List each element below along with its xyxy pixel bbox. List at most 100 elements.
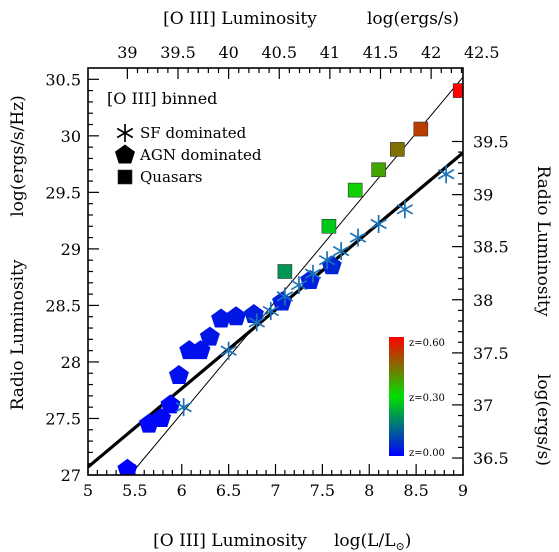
x-axis-title: [O III] Luminosity: [153, 531, 307, 551]
legend-square-mark: [117, 169, 133, 185]
axis-tick-labels: 5 5.5 6 6.5 7 7.5 8 8.5 9 27 27.5 28 28.5 29 29.5 30 30.…: [45, 43, 508, 500]
asterisk-point: [304, 264, 322, 283]
y-tick-label: 28: [61, 353, 81, 372]
top-tick-label: 40.5: [261, 43, 297, 62]
asterisk-point: [175, 398, 192, 417]
colorbar-label-bottom: z=0.00: [409, 448, 445, 459]
asterisk-point: [248, 313, 265, 332]
right-tick-label: 37: [473, 396, 493, 415]
asterisk-point: [332, 242, 350, 261]
legend-label-agn: AGN dominated: [139, 146, 262, 164]
x-tick-label: 9: [458, 481, 468, 500]
legend-asterisk-mark: [116, 124, 134, 142]
asterisk-stroke: [370, 218, 387, 230]
colorbar: z=0.60 z=0.30 z=0.00: [389, 337, 445, 459]
legend-pentagon-icon: [115, 144, 135, 164]
top-tick-label: 39: [117, 43, 137, 62]
y-axis-title: Radio Luminosity: [8, 259, 28, 410]
asterisk-stroke: [304, 268, 322, 279]
x-tick-label: 6: [177, 481, 187, 500]
right-tick-label: 39: [473, 186, 493, 205]
asterisk-point: [318, 251, 336, 270]
right-tick-label: 39.5: [473, 132, 509, 151]
legend-item-quasars: Quasars: [117, 168, 202, 186]
pentagon-point: [160, 394, 181, 414]
square-point: [277, 264, 293, 279]
fit-line-thick: [88, 151, 463, 469]
x-tick-label: 7.5: [310, 481, 335, 500]
legend-asterisk-icon: [116, 124, 134, 142]
x-tick-label: 8: [364, 481, 374, 500]
asterisk-stroke: [175, 401, 192, 413]
x-tick-label: 7: [270, 481, 280, 500]
plot-frame: [87, 67, 464, 476]
asterisk-stroke: [349, 232, 367, 243]
x-axis-units-close: ): [405, 531, 412, 551]
data-points: [117, 83, 463, 475]
top-tick-label: 41.5: [363, 43, 399, 62]
asterisk-point: [396, 200, 414, 219]
y-tick-label: 29: [61, 240, 81, 259]
top-tick-label: 40: [218, 43, 238, 62]
x-tick-label: 8.5: [403, 481, 428, 500]
asterisk-point: [290, 276, 308, 295]
right-tick-label: 38.5: [473, 238, 509, 257]
asterisk-point: [370, 215, 387, 234]
pentagon-point: [272, 291, 292, 311]
x-axis-units-text: log(L/L: [334, 531, 396, 551]
colorbar-gradient: [389, 337, 404, 456]
top-tick-label: 42: [421, 43, 441, 62]
asterisk-stroke: [332, 245, 350, 257]
legend: SF dominated AGN dominated Quasars: [115, 124, 262, 186]
top-axis-units: log(ergs/s): [367, 9, 459, 29]
asterisk-point: [262, 302, 280, 321]
pentagon-point: [169, 365, 189, 384]
square-point: [371, 162, 386, 178]
asterisk-point: [437, 165, 455, 184]
panel-label: [O III] binned: [107, 89, 217, 108]
square-point: [413, 121, 429, 137]
x-tick-label: 6.5: [216, 481, 241, 500]
y-axis-units: log(ergs/s/Hz): [8, 95, 28, 217]
asterisk-stroke: [437, 169, 455, 180]
asterisk-stroke: [276, 291, 294, 302]
top-tick-label: 42.5: [464, 43, 500, 62]
top-axis-title: [O III] Luminosity: [163, 9, 317, 29]
legend-square-icon: [117, 169, 133, 185]
colorbar-label-mid: z=0.30: [409, 393, 445, 404]
top-tick-label: 39.5: [160, 43, 196, 62]
pentagon-point: [211, 308, 232, 328]
square-point: [347, 182, 363, 198]
asterisk-stroke: [396, 204, 414, 215]
square-point: [390, 142, 405, 157]
right-axis-title: Radio Luminosity: [533, 166, 553, 317]
asterisk-stroke: [318, 254, 336, 266]
legend-pentagon-mark: [115, 144, 135, 164]
x-axis-units-sub: ⊙: [396, 540, 405, 552]
square-point: [452, 83, 463, 98]
legend-item-sf: SF dominated: [116, 124, 247, 142]
y-tick-label: 28.5: [45, 296, 81, 315]
asterisk-stroke: [262, 305, 280, 317]
y-tick-label: 30.5: [45, 70, 81, 89]
colorbar-label-top: z=0.60: [409, 338, 445, 349]
pentagon-point: [199, 326, 220, 346]
asterisk-point: [276, 287, 294, 306]
x-axis-units: log(L/L⊙): [334, 531, 411, 552]
right-axis-units: log(ergs/s): [533, 374, 553, 466]
y-tick-label: 29.5: [45, 183, 81, 202]
pentagon-point: [226, 306, 247, 326]
legend-label-sf: SF dominated: [140, 124, 247, 142]
x-tick-label: 5.5: [122, 481, 147, 500]
asterisk-stroke: [220, 345, 237, 356]
y-tick-label: 30: [61, 127, 81, 146]
asterisk-stroke: [248, 317, 265, 328]
asterisk-point: [220, 341, 237, 360]
square-point: [321, 218, 337, 234]
y-tick-label: 27: [61, 466, 81, 485]
asterisk-stroke: [290, 279, 308, 291]
asterisk-point: [349, 228, 367, 247]
top-tick-label: 41: [320, 43, 340, 62]
y-tick-label: 27.5: [45, 409, 81, 428]
